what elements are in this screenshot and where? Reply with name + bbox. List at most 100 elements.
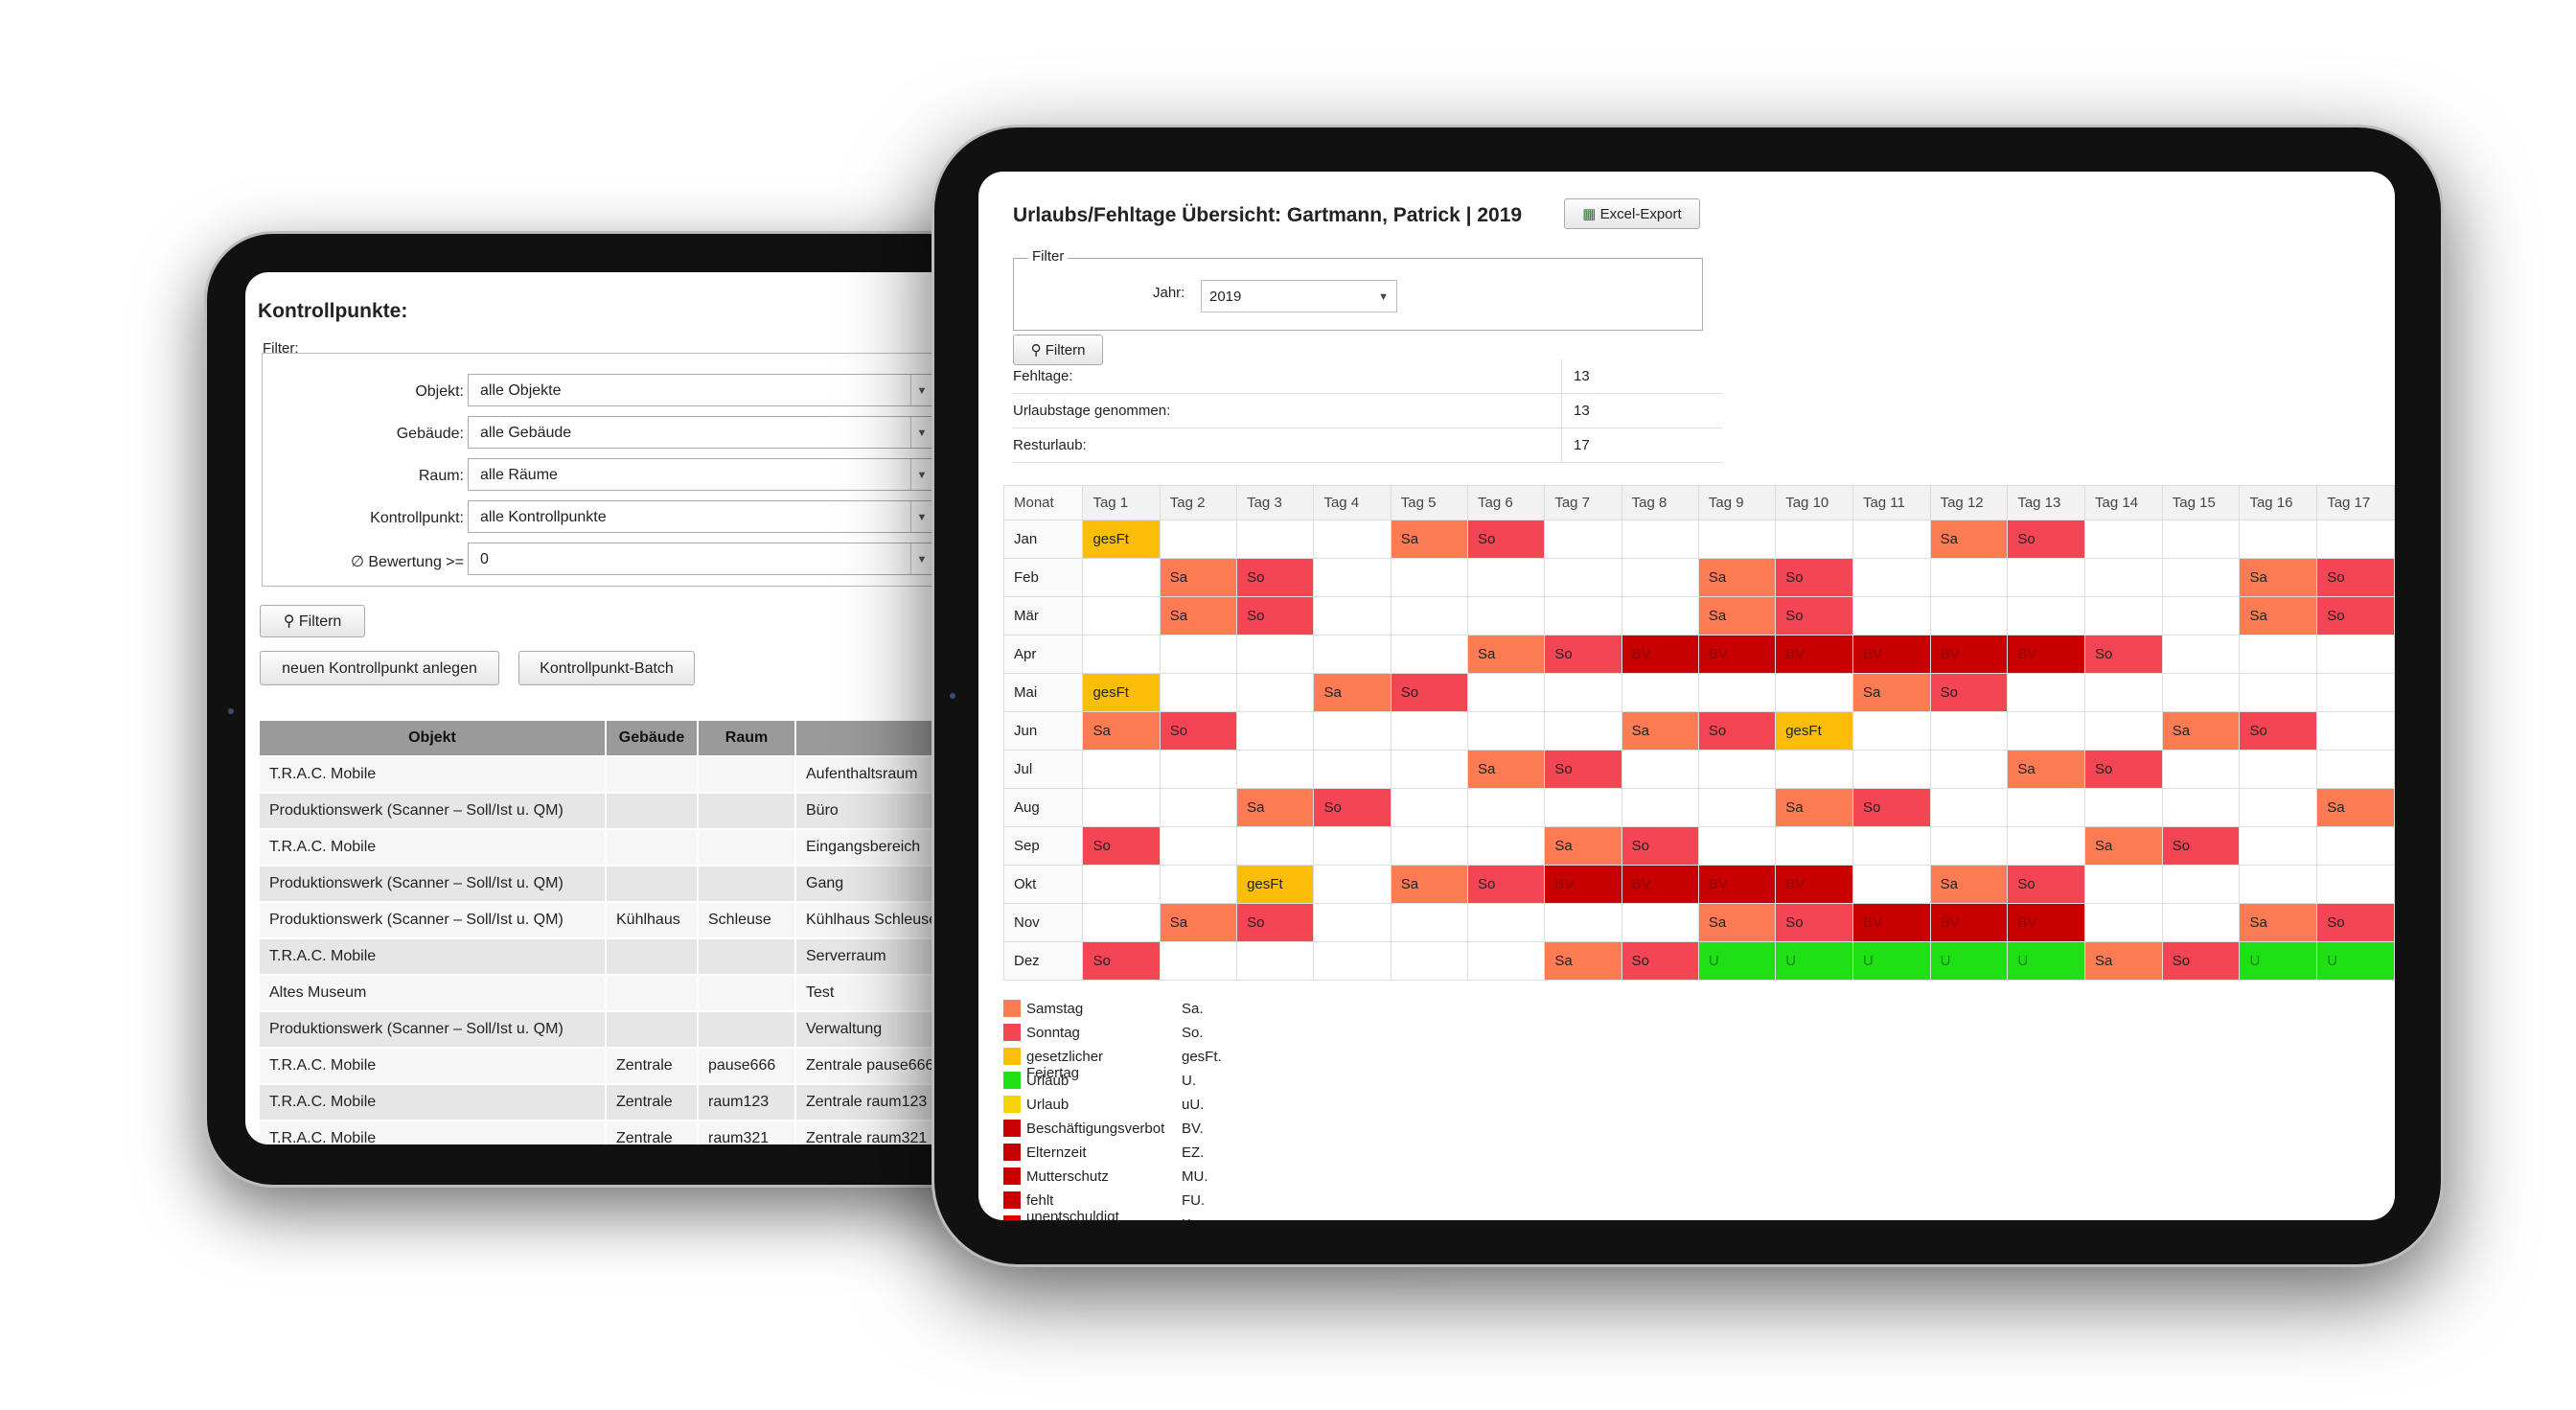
day-cell xyxy=(1082,865,1161,904)
legend-name: Elternzeit xyxy=(1026,1144,1087,1161)
table-cell xyxy=(697,755,796,794)
day-cell: So xyxy=(1544,750,1622,789)
legend-abbr: U. xyxy=(1182,1073,1196,1089)
day-cell xyxy=(1313,635,1392,674)
day-cell xyxy=(2316,520,2395,559)
day-cell: Sa xyxy=(1929,865,2009,904)
legend-name: Krank xyxy=(1026,1216,1064,1220)
legend-abbr: K. xyxy=(1182,1216,1195,1220)
day-cell: BV xyxy=(1697,865,1777,904)
table-row[interactable]: T.R.A.C. Mobile Zentrale raum123 Zentrale r… xyxy=(258,1083,1009,1121)
day-cell xyxy=(2316,826,2395,866)
day-cell xyxy=(1697,788,1777,827)
kontrollpunkt-select[interactable]: alle Kontrollpunkte ▼ xyxy=(468,500,933,533)
filter-label: Gebäude: xyxy=(396,426,464,442)
day-cell: Sa xyxy=(2161,711,2241,751)
select-value: 2019 xyxy=(1209,289,1242,305)
select-value: alle Gebäude xyxy=(480,425,572,441)
camera-dot xyxy=(228,708,234,714)
day-cell xyxy=(1775,826,1853,866)
legend-name: Sonntag xyxy=(1026,1025,1080,1041)
table-row[interactable]: T.R.A.C. Mobile Zentrale pause666 Zentrale … xyxy=(258,1047,1009,1085)
day-cell xyxy=(2316,865,2395,904)
day-cell: Sa xyxy=(1467,635,1546,674)
day-cell: Sa xyxy=(1929,520,2009,559)
day-cell: BV xyxy=(1697,635,1777,674)
jahr-select[interactable]: 2019 ▼ xyxy=(1201,280,1397,312)
day-cell xyxy=(2084,865,2163,904)
table-row[interactable]: T.R.A.C. Mobile Zentrale raum321 Zentrale r… xyxy=(258,1120,1009,1144)
table-cell: Zentrale xyxy=(605,1047,699,1085)
day-cell xyxy=(2084,520,2163,559)
table-row[interactable]: Produktionswerk (Scanner – Soll/Ist u. Q… xyxy=(258,865,1009,903)
month-label: Dez xyxy=(1002,941,1084,981)
search-icon: ⚲ xyxy=(283,613,295,630)
excel-export-button[interactable]: ▦ Excel-Export xyxy=(1564,198,1700,229)
day-cell xyxy=(1082,635,1161,674)
filter-button[interactable]: ⚲ Filtern xyxy=(260,605,365,637)
legend-swatch xyxy=(1003,1215,1021,1220)
legend-name: gesetzlicher Feiertag xyxy=(1026,1049,1104,1081)
day-cell xyxy=(1159,635,1238,674)
legend-swatch xyxy=(1003,1144,1021,1161)
day-cell: So xyxy=(1544,635,1622,674)
day-cell xyxy=(1236,711,1315,751)
day-cell xyxy=(1390,558,1469,597)
day-cell xyxy=(1390,941,1469,981)
table-cell: Produktionswerk (Scanner – Soll/Ist u. Q… xyxy=(258,792,607,830)
table-cell: Zentrale xyxy=(605,1120,699,1144)
day-cell: Sa xyxy=(1082,711,1161,751)
day-cell xyxy=(2239,865,2318,904)
filter-row-bewertung: ∅ Bewertung >= 0 ▼ xyxy=(263,543,1491,577)
kontrollpunkt-batch-button[interactable]: Kontrollpunkt-Batch xyxy=(518,651,695,685)
table-row[interactable]: Produktionswerk (Scanner – Soll/Ist u. Q… xyxy=(258,792,1009,830)
legend-abbr: So. xyxy=(1182,1025,1204,1041)
bewertung-select[interactable]: 0 ▼ xyxy=(468,543,933,575)
table-row[interactable]: Produktionswerk (Scanner – Soll/Ist u. Q… xyxy=(258,1010,1009,1049)
table-row[interactable]: Altes Museum Test xyxy=(258,974,1009,1012)
day-cell: BV xyxy=(1621,865,1699,904)
day-cell xyxy=(1390,596,1469,636)
table-row[interactable]: T.R.A.C. Mobile Serverraum xyxy=(258,937,1009,976)
column-header-raum[interactable]: Raum xyxy=(697,719,796,757)
day-cell: Sa xyxy=(2316,788,2395,827)
table-cell: Kühlhaus xyxy=(605,901,699,939)
stat-label: Fehltage: xyxy=(1013,368,1073,384)
column-header-day: Tag 12 xyxy=(1929,485,2009,520)
table-row[interactable]: T.R.A.C. Mobile Aufenthaltsraum xyxy=(258,755,1009,794)
day-cell xyxy=(1621,673,1699,712)
column-header-gebaeude[interactable]: Gebäude xyxy=(605,719,699,757)
legend-swatch xyxy=(1003,1191,1021,1209)
legend-swatch xyxy=(1003,1048,1021,1065)
chevron-down-icon: ▼ xyxy=(910,417,932,448)
legend-name: Mutterschutz xyxy=(1026,1168,1109,1185)
filter-row-objekt: Objekt: alle Objekte ▼ xyxy=(263,374,1491,408)
day-cell xyxy=(1313,596,1392,636)
objekt-select[interactable]: alle Objekte ▼ xyxy=(468,374,933,406)
filter-button[interactable]: ⚲ Filtern xyxy=(1013,335,1103,365)
calendar-month-row: Aug Sa So Sa So Sa xyxy=(1002,788,2395,827)
day-cell xyxy=(1544,903,1622,942)
calendar-month-row: Mär Sa So Sa So Sa So xyxy=(1002,596,2395,636)
day-cell: So xyxy=(2316,596,2395,636)
day-cell xyxy=(2239,788,2318,827)
day-cell: Sa xyxy=(1159,558,1238,597)
table-row[interactable]: T.R.A.C. Mobile Eingangsbereich xyxy=(258,828,1009,867)
raum-select[interactable]: alle Räume ▼ xyxy=(468,458,933,491)
day-cell xyxy=(1929,596,2009,636)
filter-button-label: Filtern xyxy=(298,613,342,630)
day-cell xyxy=(1236,635,1315,674)
day-cell xyxy=(2316,750,2395,789)
table-row[interactable]: Produktionswerk (Scanner – Soll/Ist u. Q… xyxy=(258,901,1009,939)
gebaeude-select[interactable]: alle Gebäude ▼ xyxy=(468,416,933,449)
day-cell: BV xyxy=(1852,903,1931,942)
day-cell: Sa xyxy=(1159,596,1238,636)
column-header-objekt[interactable]: Objekt xyxy=(258,719,607,757)
day-cell: BV xyxy=(1621,635,1699,674)
column-header-day: Tag 5 xyxy=(1390,485,1469,520)
day-cell: So xyxy=(1775,558,1853,597)
new-kontrollpunkt-button[interactable]: neuen Kontrollpunkt anlegen xyxy=(260,651,499,685)
legend-abbr: BV. xyxy=(1182,1121,1204,1137)
kontrollpunkte-table: Objekt Gebäude Raum Nam T.R.A.C. MobileA… xyxy=(258,719,1009,1144)
day-cell xyxy=(1236,520,1315,559)
